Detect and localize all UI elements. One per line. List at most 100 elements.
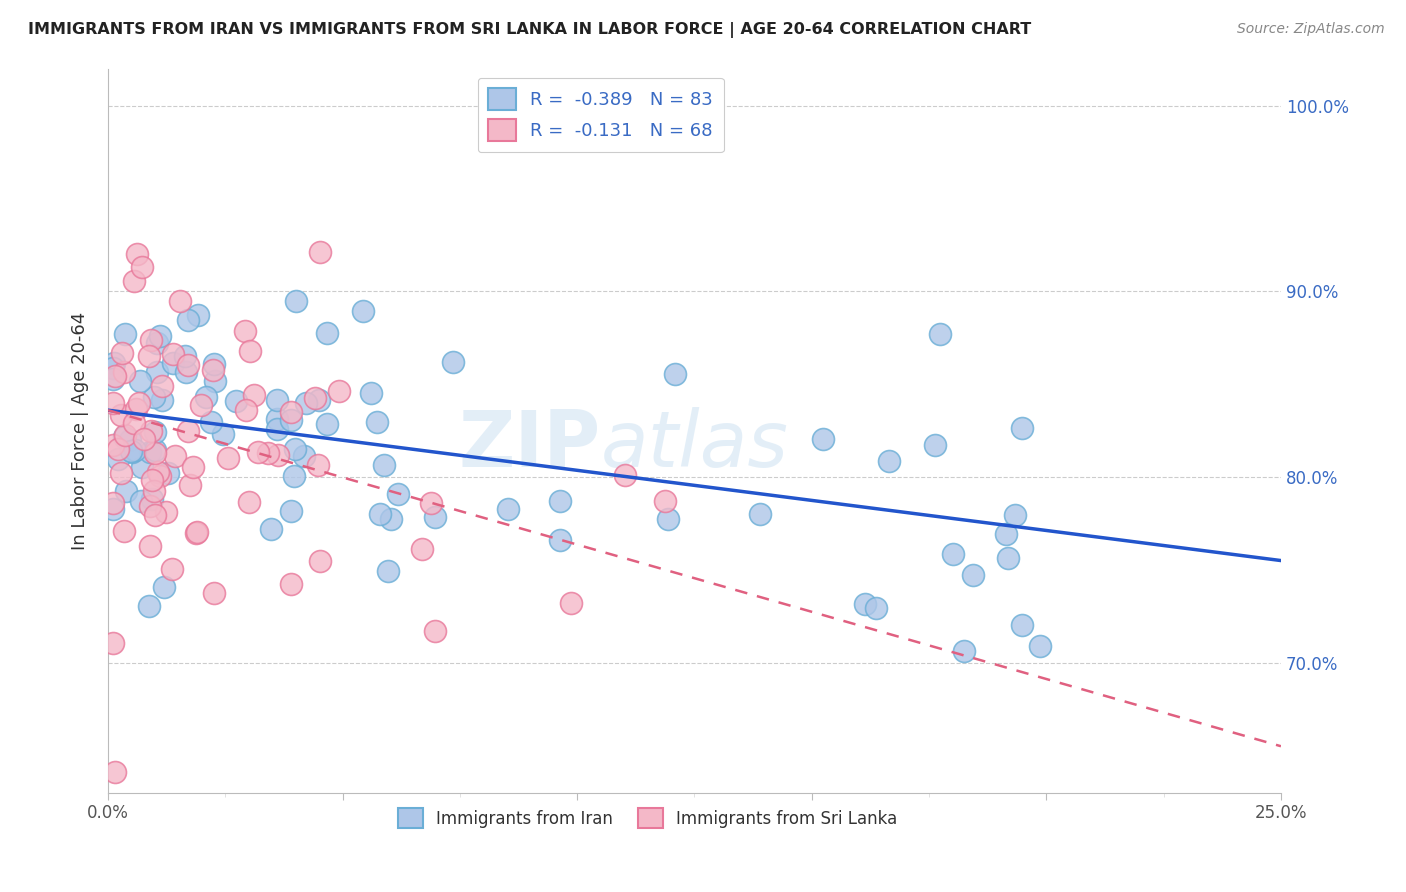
Point — [146, 336, 169, 351]
Point — [124, 401, 146, 416]
Point — [141, 492, 163, 507]
Point — [139, 334, 162, 348]
Point — [162, 356, 184, 370]
Point — [153, 580, 176, 594]
Point — [121, 445, 143, 459]
Point — [664, 367, 686, 381]
Point — [202, 586, 225, 600]
Point — [114, 428, 136, 442]
Point — [285, 293, 308, 308]
Point — [496, 501, 519, 516]
Point — [146, 465, 169, 479]
Point — [1028, 639, 1050, 653]
Point — [194, 390, 217, 404]
Point — [107, 451, 129, 466]
Point — [101, 438, 124, 452]
Point — [423, 510, 446, 524]
Point — [141, 424, 163, 438]
Point — [266, 392, 288, 407]
Point — [115, 483, 138, 498]
Point — [131, 260, 153, 275]
Point — [187, 308, 209, 322]
Point — [280, 503, 302, 517]
Point — [260, 522, 283, 536]
Point — [141, 474, 163, 488]
Point — [225, 394, 247, 409]
Point — [243, 388, 266, 402]
Point — [112, 430, 135, 444]
Point — [953, 643, 976, 657]
Point — [304, 391, 326, 405]
Legend: Immigrants from Iran, Immigrants from Sri Lanka: Immigrants from Iran, Immigrants from Sr… — [391, 801, 904, 835]
Point — [853, 597, 876, 611]
Point — [139, 499, 162, 513]
Point — [613, 467, 636, 482]
Point — [169, 294, 191, 309]
Point — [101, 636, 124, 650]
Point — [202, 357, 225, 371]
Point — [1004, 508, 1026, 522]
Point — [211, 427, 233, 442]
Point — [360, 386, 382, 401]
Point — [165, 450, 187, 464]
Point — [176, 358, 198, 372]
Point — [101, 496, 124, 510]
Point — [748, 508, 770, 522]
Text: Source: ZipAtlas.com: Source: ZipAtlas.com — [1237, 22, 1385, 37]
Point — [997, 550, 1019, 565]
Point — [107, 442, 129, 456]
Point — [309, 245, 332, 260]
Point — [118, 433, 141, 447]
Point — [132, 433, 155, 447]
Point — [657, 511, 679, 525]
Point — [200, 415, 222, 429]
Point — [111, 346, 134, 360]
Point — [239, 343, 262, 358]
Point — [145, 442, 167, 457]
Point — [879, 453, 901, 467]
Point — [122, 416, 145, 430]
Point — [156, 467, 179, 481]
Point — [995, 527, 1018, 541]
Point — [1011, 420, 1033, 434]
Y-axis label: In Labor Force | Age 20-64: In Labor Force | Age 20-64 — [72, 311, 89, 549]
Point — [233, 324, 256, 338]
Text: IMMIGRANTS FROM IRAN VS IMMIGRANTS FROM SRI LANKA IN LABOR FORCE | AGE 20-64 COR: IMMIGRANTS FROM IRAN VS IMMIGRANTS FROM … — [28, 22, 1032, 38]
Point — [127, 246, 149, 260]
Point — [387, 486, 409, 500]
Point — [174, 365, 197, 379]
Point — [112, 524, 135, 538]
Point — [150, 379, 173, 393]
Point — [280, 577, 302, 591]
Point — [179, 478, 201, 492]
Point — [184, 526, 207, 541]
Point — [962, 567, 984, 582]
Point — [120, 443, 142, 458]
Point — [139, 445, 162, 459]
Point — [149, 468, 172, 483]
Point — [129, 493, 152, 508]
Point — [267, 448, 290, 462]
Point — [122, 274, 145, 288]
Point — [131, 459, 153, 474]
Point — [316, 326, 339, 340]
Point — [307, 458, 329, 472]
Point — [181, 459, 204, 474]
Point — [104, 765, 127, 780]
Point — [246, 444, 269, 458]
Point — [110, 467, 132, 481]
Point — [139, 539, 162, 553]
Point — [204, 374, 226, 388]
Point — [420, 496, 443, 510]
Point — [292, 449, 315, 463]
Point — [101, 396, 124, 410]
Point — [101, 372, 124, 386]
Point — [266, 422, 288, 436]
Point — [138, 350, 160, 364]
Point — [129, 374, 152, 388]
Point — [101, 501, 124, 516]
Text: ZIP: ZIP — [458, 407, 600, 483]
Point — [283, 468, 305, 483]
Point — [315, 417, 337, 431]
Point — [294, 396, 316, 410]
